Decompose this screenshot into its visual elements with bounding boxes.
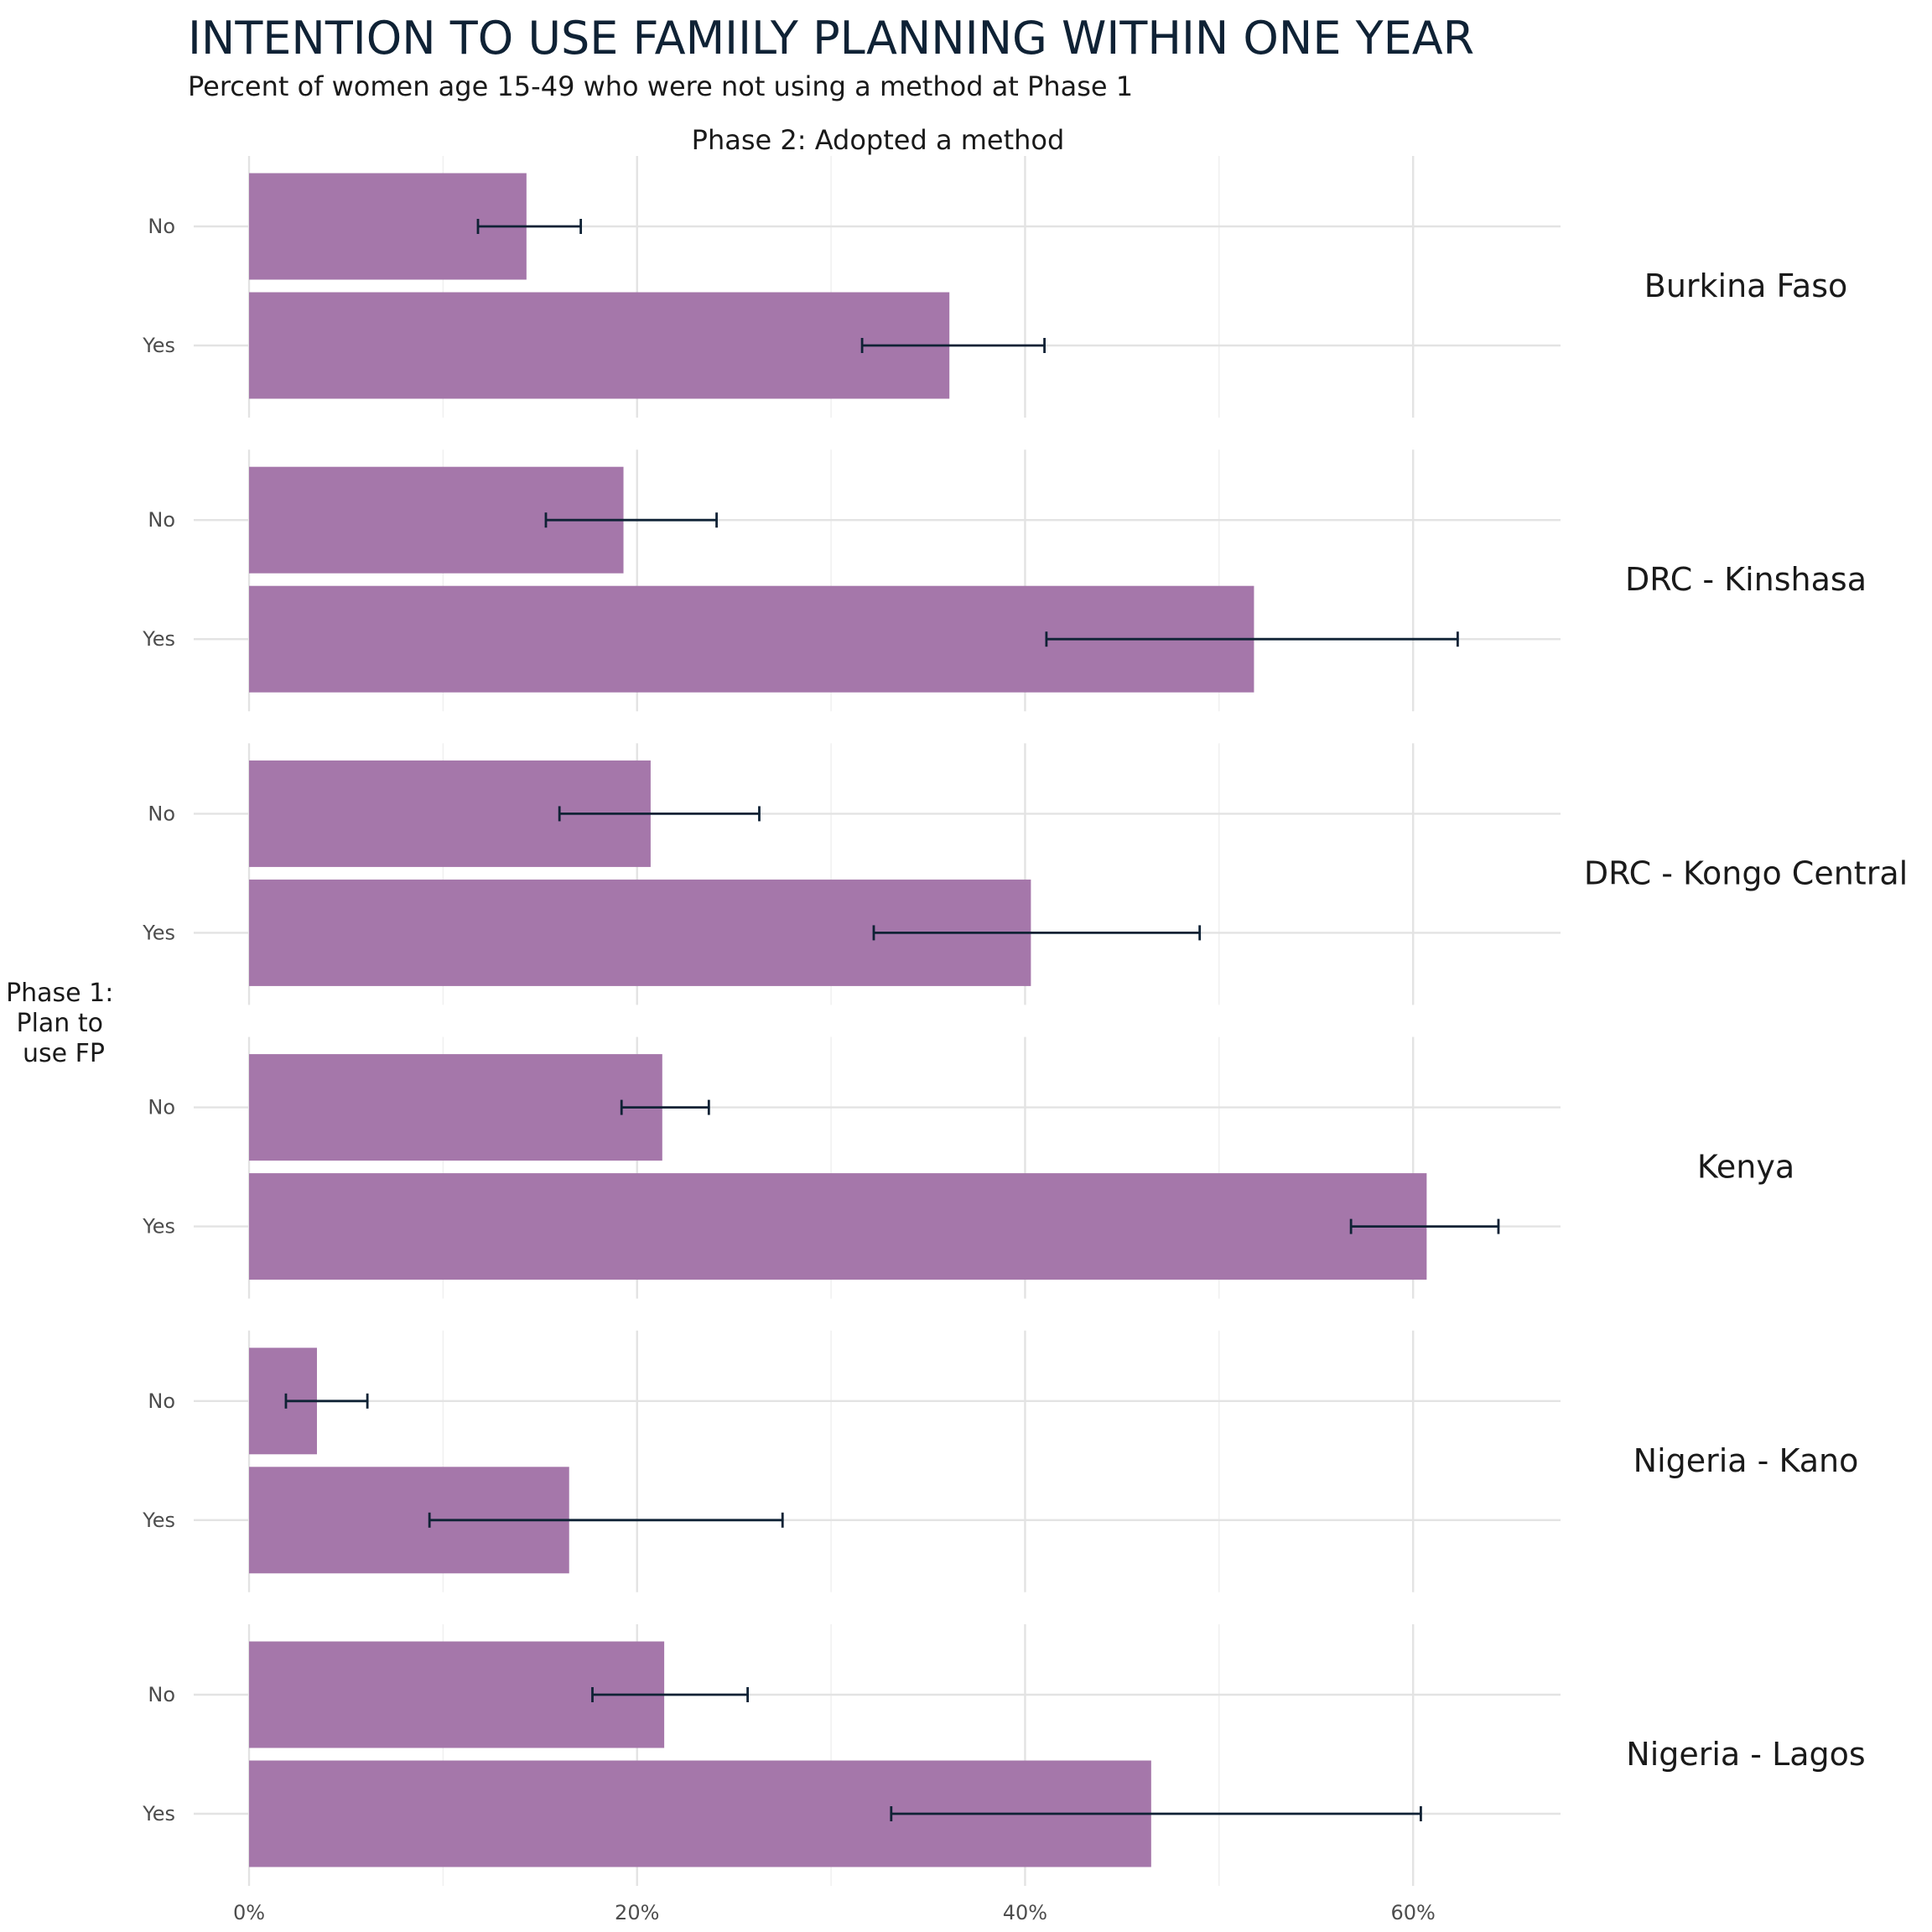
x-tick-label: 40% bbox=[1003, 1901, 1047, 1924]
facet-panels: No Yes Burkina Faso No Yes DRC - Kinshasa No Ye… bbox=[142, 156, 1908, 1886]
facet-panel: No Yes Nigeria - Lagos bbox=[142, 1624, 1866, 1886]
panel-header: Phase 2: Adopted a method bbox=[692, 124, 1065, 156]
y-tick-label: Yes bbox=[142, 921, 175, 944]
y-tick-label: Yes bbox=[142, 1802, 175, 1826]
y-tick-label: No bbox=[148, 1389, 175, 1413]
facet-panel: No Yes Nigeria - Kano bbox=[142, 1330, 1859, 1592]
y-tick-label: No bbox=[148, 1096, 175, 1119]
chart-subtitle: Percent of women age 15-49 who were not … bbox=[188, 70, 1133, 102]
y-tick-label: No bbox=[148, 802, 175, 825]
facet-label: Kenya bbox=[1697, 1149, 1794, 1186]
x-tick-label: 20% bbox=[615, 1901, 659, 1924]
y-axis-title-line-2: Plan to bbox=[16, 1009, 102, 1038]
facet-panel: No Yes DRC - Kongo Central bbox=[142, 743, 1908, 1005]
facet-label: Nigeria - Kano bbox=[1633, 1442, 1859, 1479]
facet-label: Nigeria - Lagos bbox=[1626, 1736, 1865, 1773]
facet-panel: No Yes Burkina Faso bbox=[142, 156, 1847, 418]
y-tick-label: No bbox=[148, 215, 175, 238]
y-tick-label: Yes bbox=[142, 1509, 175, 1532]
facet-panel: No Yes Kenya bbox=[142, 1036, 1794, 1299]
facet-label: DRC - Kinshasa bbox=[1625, 561, 1867, 598]
bar bbox=[249, 1054, 662, 1161]
y-tick-label: No bbox=[148, 508, 175, 532]
y-tick-label: No bbox=[148, 1683, 175, 1706]
bar bbox=[249, 1173, 1427, 1280]
bar bbox=[249, 292, 950, 399]
y-axis-title-line-1: Phase 1: bbox=[6, 979, 113, 1008]
x-tick-label: 60% bbox=[1390, 1901, 1435, 1924]
facet-label: DRC - Kongo Central bbox=[1584, 854, 1908, 891]
facet-panel: No Yes DRC - Kinshasa bbox=[142, 449, 1867, 712]
y-tick-label: Yes bbox=[142, 627, 175, 651]
chart-title: INTENTION TO USE FAMIILY PLANNING WITHIN… bbox=[188, 12, 1474, 65]
y-axis-title-line-3: use FP bbox=[23, 1039, 105, 1068]
y-tick-label: Yes bbox=[142, 334, 175, 357]
x-tick-label: 0% bbox=[233, 1901, 265, 1924]
y-tick-label: Yes bbox=[142, 1215, 175, 1239]
facet-label: Burkina Faso bbox=[1644, 267, 1848, 304]
x-axis: 0% 20% 40% 60% bbox=[233, 1901, 1436, 1924]
y-axis-title: Phase 1: Plan to use FP bbox=[6, 979, 122, 1068]
